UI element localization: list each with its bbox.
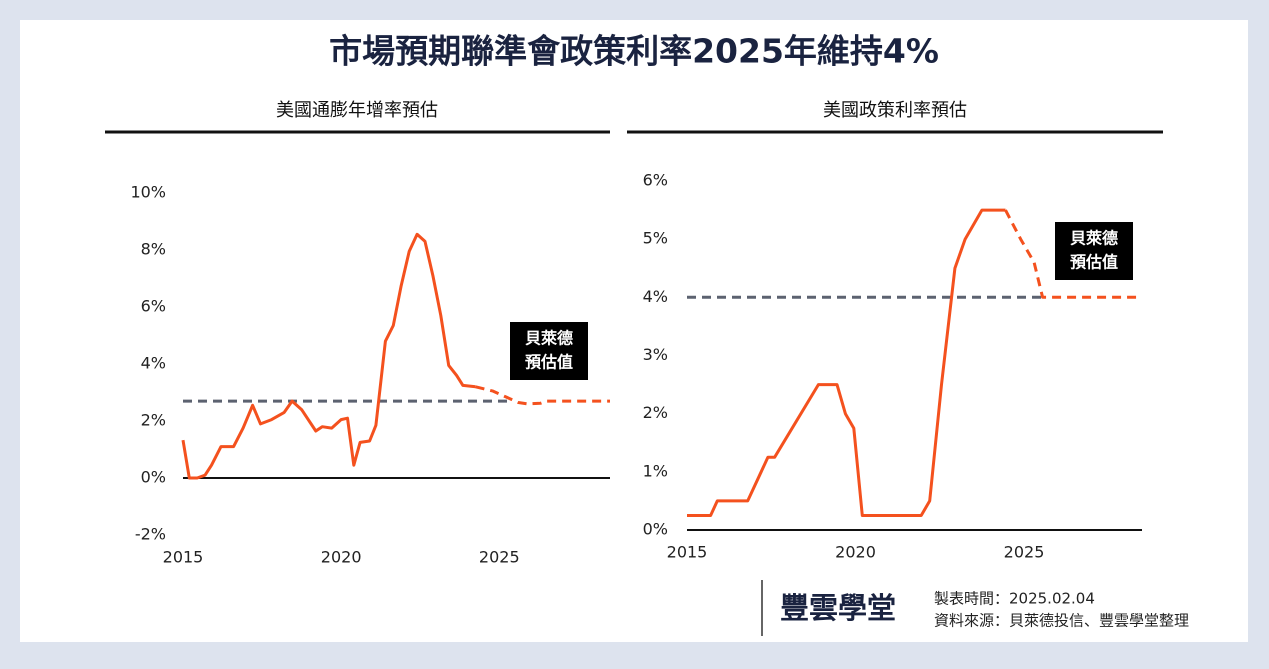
x-tick-label: 2025 xyxy=(479,548,520,567)
y-tick-label: 1% xyxy=(643,461,668,480)
y-tick-label: 5% xyxy=(643,229,668,248)
data-line xyxy=(181,232,476,480)
chart-title: 美國通膨年增率預估 xyxy=(276,100,438,121)
y-tick-label: 4% xyxy=(643,287,668,306)
x-tick-label: 2015 xyxy=(163,548,204,567)
annotation-box xyxy=(510,322,588,380)
footer-date: 製表時間：2025.02.04 xyxy=(934,590,1095,608)
data-line xyxy=(1004,209,1142,299)
page-title: 市場預期聯準會政策利率2025年維持4% xyxy=(329,32,939,71)
y-tick-label: 0% xyxy=(643,520,668,539)
x-tick-label: 2025 xyxy=(1004,543,1045,562)
brand: 豐雲學堂 xyxy=(780,591,896,625)
x-tick-label: 2020 xyxy=(835,543,876,562)
data-line xyxy=(687,208,1006,517)
y-tick-label: 2% xyxy=(141,411,166,430)
x-tick-label: 2020 xyxy=(321,548,362,567)
y-tick-label: 6% xyxy=(643,171,668,190)
panel xyxy=(20,20,1248,642)
y-tick-label: 3% xyxy=(643,345,668,364)
annotation-box xyxy=(1055,222,1133,280)
annotation-text: 貝萊德 xyxy=(1070,229,1118,248)
y-tick-label: 4% xyxy=(141,354,166,373)
annotation-text: 貝萊德 xyxy=(525,329,573,348)
data-line xyxy=(475,385,610,406)
y-tick-label: 10% xyxy=(130,183,166,202)
y-tick-label: -2% xyxy=(135,525,166,544)
y-tick-label: 8% xyxy=(141,240,166,259)
footer-source: 資料來源：貝萊德投信、豐雲學堂整理 xyxy=(934,612,1189,630)
chart-title: 美國政策利率預估 xyxy=(823,100,967,121)
annotation-text: 預估值 xyxy=(525,353,573,372)
x-tick-label: 2015 xyxy=(667,543,708,562)
annotation-text: 預估值 xyxy=(1070,253,1118,272)
y-tick-label: 0% xyxy=(141,468,166,487)
y-tick-label: 6% xyxy=(141,297,166,316)
y-tick-label: 2% xyxy=(643,403,668,422)
